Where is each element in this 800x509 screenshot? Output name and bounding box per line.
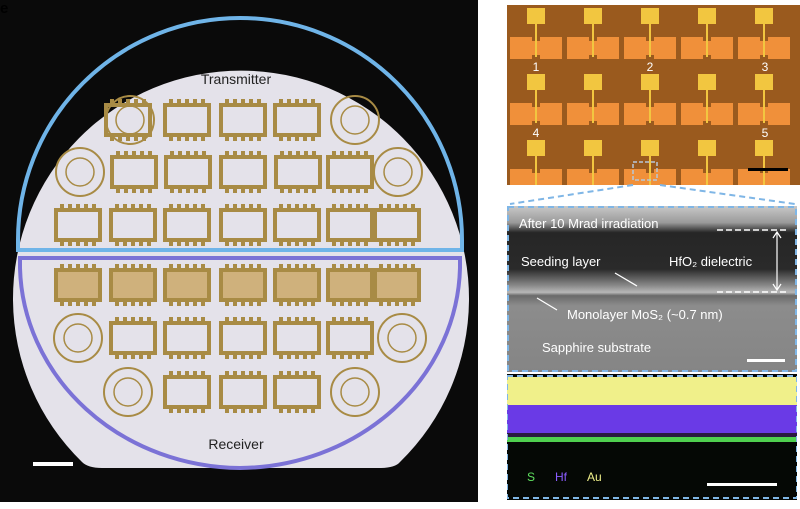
wafer-device-chip [373,264,421,306]
university-seal [53,313,103,363]
wafer-device-chip [219,99,267,141]
transistor-device [567,140,619,185]
transistor-device [567,8,619,60]
au-layer [507,377,797,405]
wafer-device-chip [219,151,267,193]
seeding-layer-label: Seeding layer [521,254,601,269]
university-seal [330,367,380,417]
transistor-device [510,8,562,60]
irradiation-label: After 10 Mrad irradiation [519,216,658,231]
wafer-device-chip [273,317,321,359]
wafer-device-chip [109,317,157,359]
transistor-device [624,8,676,60]
wafer-device-chip [273,264,321,306]
legend-s: S [527,470,535,484]
wafer-device-chip [163,317,211,359]
transistor-device [738,74,790,126]
wafer-device-chip [273,204,321,246]
university-seal [103,367,153,417]
device-label-4: 4 [533,126,540,140]
device-label-2: 2 [647,60,654,74]
device-label-5: 5 [762,126,769,140]
transistor-device [738,140,790,185]
scale-bar [707,483,777,486]
wafer-device-chip [219,264,267,306]
hf-layer [507,405,797,433]
dielectric-label: HfO₂ dielectric [669,254,753,269]
scale-bar [747,359,785,362]
transistor-device [624,140,676,185]
transistor-device [624,74,676,126]
substrate-label: Sapphire substrate [542,340,651,355]
transistor-device [510,140,562,185]
seeding-arrow [614,272,638,287]
legend-au: Au [587,470,602,484]
transmitter-region [16,16,464,252]
transistor-device [510,74,562,126]
wafer-device-chip [219,317,267,359]
legend-hf: Hf [555,470,568,484]
panel-letter: e [0,0,9,17]
university-seal [105,95,155,145]
wafer-device-chip [163,204,211,246]
wafer-device-chip [219,204,267,246]
wafer-devices [53,95,427,417]
wafer-device-chip [54,264,102,306]
university-seal [377,313,427,363]
university-seal [373,147,423,197]
eds-map: S Hf Au [507,374,797,500]
device-label-1: 1 [533,60,540,74]
transistor-device [681,8,733,60]
wafer-device-chip [274,151,322,193]
monolayer-label: Monolayer MoS₂ (~0.7 nm) [567,307,723,322]
wafer-device-chip [54,204,102,246]
monolayer-arrow [536,297,558,311]
transistor-device [681,140,733,185]
transmitter-label: Transmitter [201,71,272,87]
wafer-device-chip [163,264,211,306]
zoom-box [632,161,658,181]
device-label-3: 3 [762,60,769,74]
s-layer [507,437,797,442]
wafer-device-chip [326,317,374,359]
micrograph-devices [510,8,790,185]
scale-bar [748,168,788,171]
receiver-label: Receiver [208,436,264,452]
university-seal [330,95,380,145]
scale-bar [33,462,73,466]
tem-image: After 10 Mrad irradiation Seeding layer … [507,206,797,372]
wafer-photo: Transmitter Receiver [0,0,478,502]
transistor-device [738,8,790,60]
university-seal [55,147,105,197]
wafer-device-chip [110,151,158,193]
wafer-device-chip [219,371,267,413]
transistor-device [567,74,619,126]
wafer-device-chip [326,204,374,246]
wafer-device-chip [163,99,211,141]
wafer-device-chip [326,264,374,306]
device-micrograph: 1 2 3 4 5 [507,5,800,185]
zoom-lines [509,184,796,205]
wafer-device-chip [273,99,321,141]
wafer-device-chip [326,151,374,193]
wafer-device-chip [373,204,421,246]
wafer-device-chip [109,204,157,246]
transistor-device [681,74,733,126]
wafer-device-chip [163,371,211,413]
wafer-device-chip [273,371,321,413]
receiver-region [18,256,462,471]
wafer-device-chip [109,264,157,306]
wafer-device-chip [164,151,212,193]
